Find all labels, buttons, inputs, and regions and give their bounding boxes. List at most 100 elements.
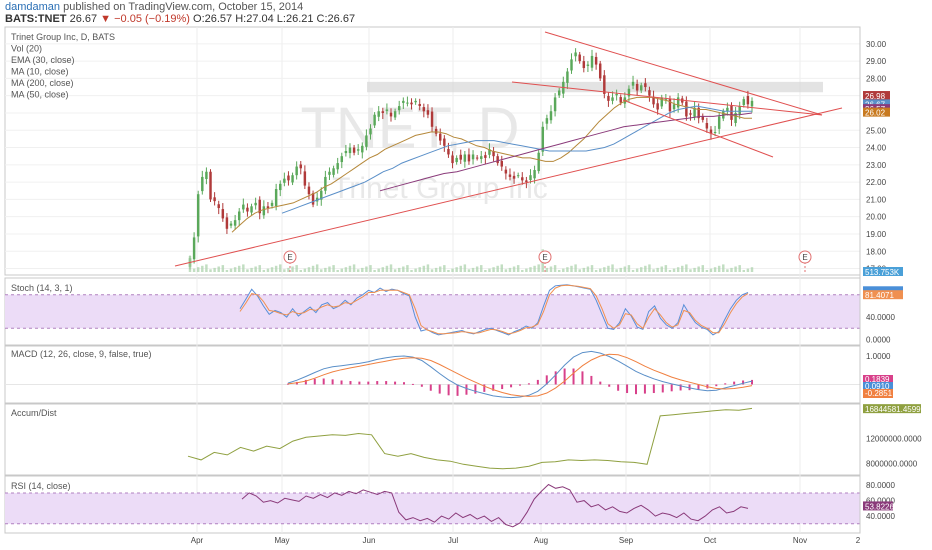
volume-bar <box>750 267 754 272</box>
volume-bar <box>656 267 659 272</box>
macd-histogram-bar <box>715 384 718 387</box>
candle-body <box>693 107 696 117</box>
candle-body <box>406 102 409 104</box>
accdist-title: Accum/Dist <box>11 408 57 418</box>
candle-body <box>615 93 618 96</box>
candle-body <box>557 90 561 96</box>
volume-bar <box>434 267 438 272</box>
candle-body <box>418 103 421 107</box>
candle-body <box>603 75 606 94</box>
volume-bar <box>516 265 520 272</box>
candle-body <box>697 107 700 119</box>
macd-histogram-bar <box>313 378 316 385</box>
volume-bar <box>221 265 225 272</box>
macd-histogram-bar <box>420 384 423 387</box>
macd-histogram-bar <box>697 384 700 390</box>
candle-body <box>480 156 483 159</box>
candle-body <box>361 145 364 153</box>
watermark-name: Trinet Group Inc <box>332 172 548 205</box>
candle-body <box>258 199 261 214</box>
volume-bar <box>188 256 192 272</box>
candle-body <box>410 102 413 105</box>
volume-bar <box>459 265 462 272</box>
candle-body <box>594 56 598 65</box>
author-link[interactable]: damdaman <box>5 1 61 13</box>
volume-bar <box>324 267 327 272</box>
volume-bar <box>566 267 569 272</box>
volume-bar <box>689 269 692 272</box>
volume-bar <box>336 270 339 272</box>
stoch-d-line <box>239 284 749 335</box>
volume-bar <box>262 270 266 272</box>
volume-bar <box>410 270 413 272</box>
macd-title: MACD (12, 26, close, 9, false, true) <box>11 349 152 359</box>
candle-body <box>570 59 573 71</box>
volume-bar <box>344 267 348 272</box>
candle-body <box>426 110 430 115</box>
volume-bar <box>644 265 647 272</box>
volume-bar <box>385 265 389 272</box>
volume-bar <box>356 269 360 272</box>
candle-body <box>488 149 491 155</box>
x-axis-label-Aug: Aug <box>534 536 548 545</box>
candle-body <box>471 154 475 160</box>
legend-item-4: MA (200, close) <box>11 78 74 88</box>
volume-bar <box>426 264 430 272</box>
volume-bar <box>701 265 705 272</box>
watermark-symbol: TNET, D <box>300 96 519 161</box>
trendline-1 <box>511 81 823 116</box>
volume-bar <box>705 270 709 272</box>
volume-bar <box>283 269 286 272</box>
candle-body <box>668 99 672 112</box>
volume-bar <box>553 265 557 272</box>
candle-body <box>652 96 655 105</box>
price-tag-label: 26.02 <box>865 109 886 118</box>
volume-bar <box>492 267 495 272</box>
candle-body <box>598 63 602 79</box>
candle-body <box>709 129 713 134</box>
candle-body <box>262 206 266 216</box>
y-tick-label: 25.00 <box>866 126 887 135</box>
volume-bar <box>521 270 524 272</box>
macd-tag-bg <box>863 375 893 384</box>
rsi-y-tick: 60.0000 <box>866 497 895 506</box>
volume-bar <box>393 269 397 272</box>
candle-body <box>611 97 614 101</box>
volume-bar <box>697 266 700 272</box>
volume-bar <box>545 267 549 272</box>
volume-bar <box>529 267 532 272</box>
candle-body <box>328 171 331 175</box>
candle-body <box>627 88 631 97</box>
volume-bar <box>607 265 610 272</box>
volume-bar <box>713 267 717 272</box>
y-tick-label: 23.00 <box>866 161 887 170</box>
y-tick-label: 18.00 <box>866 247 887 256</box>
volume-bar <box>303 268 307 272</box>
stoch-tag-label: 81.4071 <box>865 291 894 300</box>
volume-bar <box>430 269 434 272</box>
volume-bar <box>730 267 733 272</box>
candle-body <box>734 112 737 123</box>
candle-body <box>336 163 339 170</box>
stoch-y-tick: 40.0000 <box>866 313 895 322</box>
candle-body <box>705 122 709 129</box>
volume-bar <box>582 267 586 272</box>
candle-body <box>713 131 717 133</box>
macd-histogram-bar <box>304 379 307 385</box>
macd-histogram-bar <box>429 384 432 391</box>
candle-body <box>246 207 249 212</box>
macd-histogram-bar <box>483 384 486 392</box>
earnings-marker <box>283 250 297 264</box>
candle-body <box>467 154 471 162</box>
publish-line: damdaman published on TradingView.com, O… <box>5 1 303 13</box>
candle-body <box>685 101 688 117</box>
candle-body <box>459 154 462 160</box>
volume-bar <box>463 264 467 272</box>
volume-bar <box>418 267 421 272</box>
volume-bar <box>352 264 356 272</box>
candle-body <box>664 99 668 101</box>
candle-body <box>356 149 360 151</box>
candle-body <box>434 128 438 134</box>
volume-bar <box>377 268 380 272</box>
